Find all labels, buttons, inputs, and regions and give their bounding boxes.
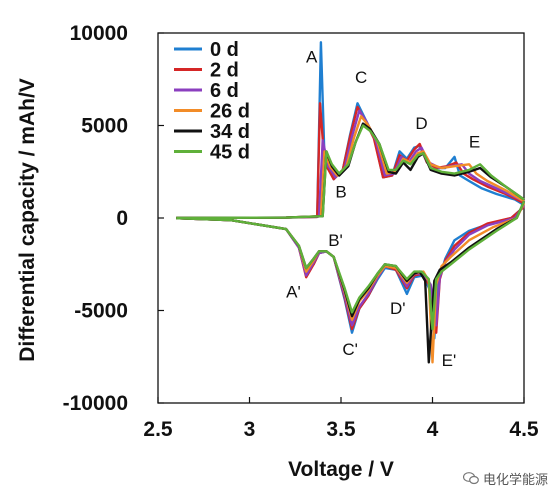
y-tick-label: -5000 bbox=[74, 300, 128, 323]
y-tick-label: -10000 bbox=[63, 392, 128, 415]
watermark-text: 电化学能源 bbox=[482, 473, 548, 488]
legend-label: 26 d bbox=[210, 101, 250, 123]
peak-label: B bbox=[335, 183, 346, 202]
x-tick-label: 4.5 bbox=[509, 418, 539, 441]
peak-label: D' bbox=[390, 299, 406, 318]
y-tick-label: 10000 bbox=[70, 22, 128, 45]
series-45d bbox=[176, 124, 526, 331]
legend: 0 d2 d6 d26 d34 d45 d bbox=[174, 39, 250, 164]
peak-label: A bbox=[306, 48, 318, 67]
legend-label: 2 d bbox=[210, 60, 239, 82]
x-tick-label: 3.5 bbox=[326, 418, 356, 441]
peak-label: E' bbox=[442, 351, 457, 370]
series-line-discharge bbox=[176, 202, 526, 364]
peak-label: D bbox=[415, 114, 427, 133]
series-line-discharge bbox=[176, 200, 526, 364]
legend-label: 0 d bbox=[210, 39, 239, 61]
y-axis-title: Differential capacity / mAh/V bbox=[16, 78, 39, 362]
y-tick-label: 0 bbox=[116, 207, 128, 230]
legend-label: 34 d bbox=[210, 121, 250, 143]
x-tick-label: 2.5 bbox=[143, 418, 173, 441]
y-tick-label: 5000 bbox=[81, 115, 128, 138]
chat-bubble-icon bbox=[462, 472, 479, 485]
source-watermark: 电化学能源 bbox=[462, 469, 548, 488]
x-tick-label: 4 bbox=[427, 418, 439, 441]
peak-label: A' bbox=[286, 283, 301, 302]
peak-label: E bbox=[469, 133, 480, 152]
x-axis-title: Voltage / V bbox=[288, 458, 394, 481]
peak-annotations: A B C D E A' B' C' D' E' bbox=[286, 48, 480, 370]
peak-label: B' bbox=[328, 231, 343, 250]
series-line-charge bbox=[176, 124, 525, 220]
series-line-discharge bbox=[176, 200, 526, 331]
ticks-layer: 2.5 3 3.5 4 4.5 10000 5000 0 -5000 -10000 bbox=[63, 22, 539, 441]
series-layer bbox=[176, 41, 526, 364]
legend-label: 6 d bbox=[210, 80, 239, 102]
legend-label: 45 d bbox=[210, 142, 250, 164]
peak-label: C bbox=[355, 68, 367, 87]
peak-label: C' bbox=[342, 340, 358, 359]
x-tick-label: 3 bbox=[244, 418, 256, 441]
